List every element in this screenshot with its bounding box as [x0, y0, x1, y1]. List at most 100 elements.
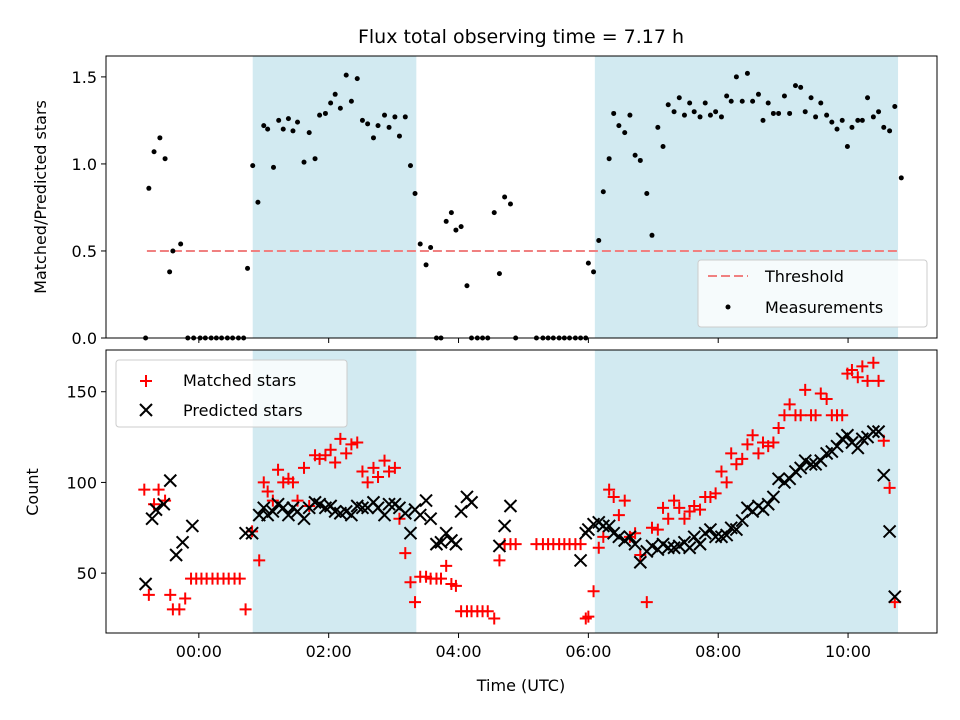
measurement-point	[660, 144, 666, 150]
top-shaded-interval	[252, 56, 417, 338]
top-y-axis-label: Matched/Predicted stars	[31, 100, 50, 294]
predicted-star-point	[771, 472, 786, 486]
predicted-star-point	[645, 539, 659, 553]
measurement-point	[697, 114, 703, 120]
matched-star-point	[752, 447, 765, 460]
bottom-x-tick-label: 08:00	[695, 642, 741, 661]
matched-legend-swatch	[140, 375, 152, 387]
measurement-point	[870, 114, 876, 120]
predicted-star-point	[175, 535, 190, 550]
measurement-point	[423, 262, 429, 268]
matched-star-point	[673, 501, 686, 514]
measurement-point	[596, 238, 602, 244]
measurement-point	[881, 124, 887, 130]
measurement-point	[787, 110, 793, 116]
matched-star-point	[645, 521, 658, 534]
matched-star-point	[640, 596, 653, 609]
measurement-point	[865, 95, 871, 101]
measurement-point	[813, 114, 819, 120]
matched-star-point	[493, 554, 506, 567]
measurement-point	[792, 83, 798, 89]
bottom-shaded-interval	[594, 350, 899, 633]
matched-star-point	[814, 387, 827, 400]
matched-star-point	[434, 572, 447, 585]
matched-star-point	[820, 392, 833, 405]
matched-star-point	[261, 485, 274, 498]
measurement-point	[681, 112, 687, 118]
matched-star-point	[662, 512, 675, 525]
measurement-point	[343, 72, 349, 78]
predicted-star-point	[312, 497, 327, 511]
matched-star-point	[778, 409, 791, 422]
matched-star-point	[257, 476, 270, 489]
measurement-point	[365, 121, 371, 127]
measurement-point	[151, 149, 157, 155]
predicted-star-point	[882, 524, 897, 539]
predicted-star-point	[257, 501, 271, 515]
matched-star-point	[173, 603, 186, 616]
measurement-point	[802, 109, 808, 115]
measurement-point	[733, 74, 739, 80]
measurement-point	[649, 232, 655, 238]
measurement-point	[322, 110, 328, 116]
predicted-star-point	[866, 424, 881, 439]
matched-star-point	[404, 576, 417, 589]
predicted-star-point	[761, 497, 775, 511]
bottom-legend-box	[115, 359, 348, 428]
chart-title: Flux total observing time = 7.17 h	[358, 26, 684, 48]
measurement-point	[502, 194, 508, 200]
predicted-star-point	[633, 555, 648, 569]
matched-star-point	[579, 612, 592, 625]
top-x-ticks	[198, 338, 849, 343]
measurement-point	[448, 210, 454, 216]
matched-star-point	[378, 454, 391, 467]
measurement-point	[687, 100, 693, 106]
bottom-x-ticks: 00:00 02:00 04:00 06:00 08:00 10:00	[176, 633, 871, 661]
matched-star-point	[509, 538, 522, 551]
predicted-star-point	[245, 526, 259, 540]
matched-star-point	[836, 409, 849, 422]
measurement-point	[382, 112, 388, 118]
bottom-x-tick-label: 04:00	[435, 642, 481, 661]
measurement-point	[718, 114, 724, 120]
x-axis-label: Time (UTC)	[476, 676, 565, 695]
predicted-star-point	[185, 519, 200, 533]
predicted-star-point	[661, 541, 675, 555]
matched-star-point	[746, 429, 759, 442]
matched-star-point	[772, 422, 785, 435]
measurement-point	[691, 109, 697, 115]
matched-star-point	[715, 465, 728, 478]
predicted-star-point	[596, 519, 611, 533]
matched-star-point	[629, 527, 642, 540]
measurement-point	[348, 98, 354, 104]
measurement-point	[295, 119, 301, 125]
measurement-point	[611, 110, 617, 116]
measurement-point	[585, 260, 591, 266]
predicted-stars-points	[138, 424, 902, 604]
measurement-point	[157, 135, 163, 141]
predicted-legend-swatch	[139, 403, 153, 417]
top-legend-box	[697, 259, 928, 328]
matched-star-point	[488, 612, 501, 625]
measurement-point	[859, 117, 865, 123]
measurement-point	[637, 157, 643, 163]
matched-star-point	[272, 463, 285, 476]
matched-star-point	[607, 490, 620, 503]
matched-star-point	[179, 592, 192, 605]
top-y-tick-label: 1.5	[72, 68, 97, 87]
measurement-point	[453, 227, 459, 233]
predicted-star-point	[238, 526, 253, 540]
predicted-star-point	[840, 428, 855, 442]
measurement-point	[392, 114, 398, 120]
matched-star-point	[618, 494, 631, 507]
predicted-star-point	[766, 490, 781, 504]
matched-star-point	[340, 447, 353, 460]
measurement-point	[496, 271, 502, 277]
measurement-point	[375, 123, 381, 129]
matched-star-point	[799, 383, 812, 396]
measurement-point	[265, 126, 271, 132]
measurement-point	[443, 218, 449, 224]
matched-star-point	[709, 487, 722, 500]
measurement-point	[644, 191, 650, 197]
